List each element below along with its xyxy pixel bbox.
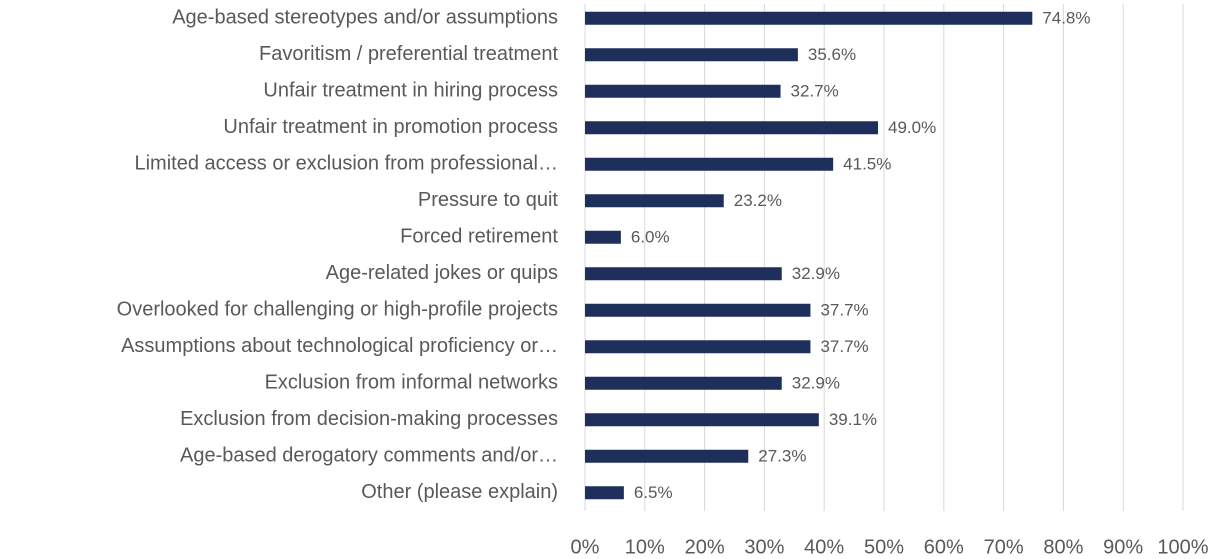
category-label: Age-based derogatory comments and/or…	[180, 445, 558, 467]
x-tick-label: 10%	[625, 536, 665, 558]
value-label: 32.9%	[792, 264, 840, 283]
value-label: 32.7%	[791, 82, 839, 101]
bar	[585, 340, 811, 354]
category-label: Favoritism / preferential treatment	[259, 43, 558, 65]
value-label: 6.5%	[634, 483, 673, 502]
x-tick-label: 30%	[744, 536, 784, 558]
category-label: Unfair treatment in hiring process	[263, 80, 558, 102]
bar	[585, 121, 879, 135]
bar	[585, 486, 624, 500]
category-label: Limited access or exclusion from profess…	[134, 153, 558, 175]
value-label: 37.7%	[820, 301, 868, 320]
x-tick-label: 70%	[984, 536, 1024, 558]
x-tick-label: 50%	[864, 536, 904, 558]
category-label: Overlooked for challenging or high-profi…	[117, 299, 558, 321]
bar	[585, 84, 781, 98]
bar	[585, 11, 1033, 25]
category-label: Unfair treatment in promotion process	[223, 116, 558, 138]
bar	[585, 449, 749, 463]
bar	[585, 230, 621, 244]
category-label: Pressure to quit	[418, 189, 559, 211]
category-label: Exclusion from informal networks	[265, 372, 558, 394]
bar	[585, 303, 811, 317]
value-label: 37.7%	[820, 337, 868, 356]
bar	[585, 194, 724, 208]
x-tick-label: 90%	[1103, 536, 1143, 558]
bar	[585, 157, 834, 171]
value-label: 27.3%	[758, 447, 806, 466]
value-label: 23.2%	[734, 191, 782, 210]
x-tick-label: 60%	[924, 536, 964, 558]
value-label: 41.5%	[843, 155, 891, 174]
value-label: 39.1%	[829, 410, 877, 429]
category-label: Forced retirement	[400, 226, 558, 248]
value-label: 32.9%	[792, 374, 840, 393]
value-label: 49.0%	[888, 118, 936, 137]
x-tick-label: 40%	[804, 536, 844, 558]
value-label: 74.8%	[1042, 9, 1090, 28]
x-tick-label: 80%	[1043, 536, 1083, 558]
value-label: 6.0%	[631, 228, 670, 247]
category-label: Other (please explain)	[361, 481, 558, 503]
bar	[585, 48, 798, 62]
category-label: Exclusion from decision-making processes	[180, 408, 558, 430]
category-label: Age-based stereotypes and/or assumptions	[172, 7, 558, 29]
x-tick-label: 20%	[685, 536, 725, 558]
category-label: Assumptions about technological proficie…	[121, 335, 558, 357]
bar	[585, 267, 782, 281]
value-label: 35.6%	[808, 45, 856, 64]
x-tick-label: 0%	[571, 536, 600, 558]
x-tick-label: 100%	[1157, 536, 1208, 558]
bar	[585, 376, 782, 390]
bar	[585, 413, 819, 427]
category-label: Age-related jokes or quips	[326, 262, 558, 284]
